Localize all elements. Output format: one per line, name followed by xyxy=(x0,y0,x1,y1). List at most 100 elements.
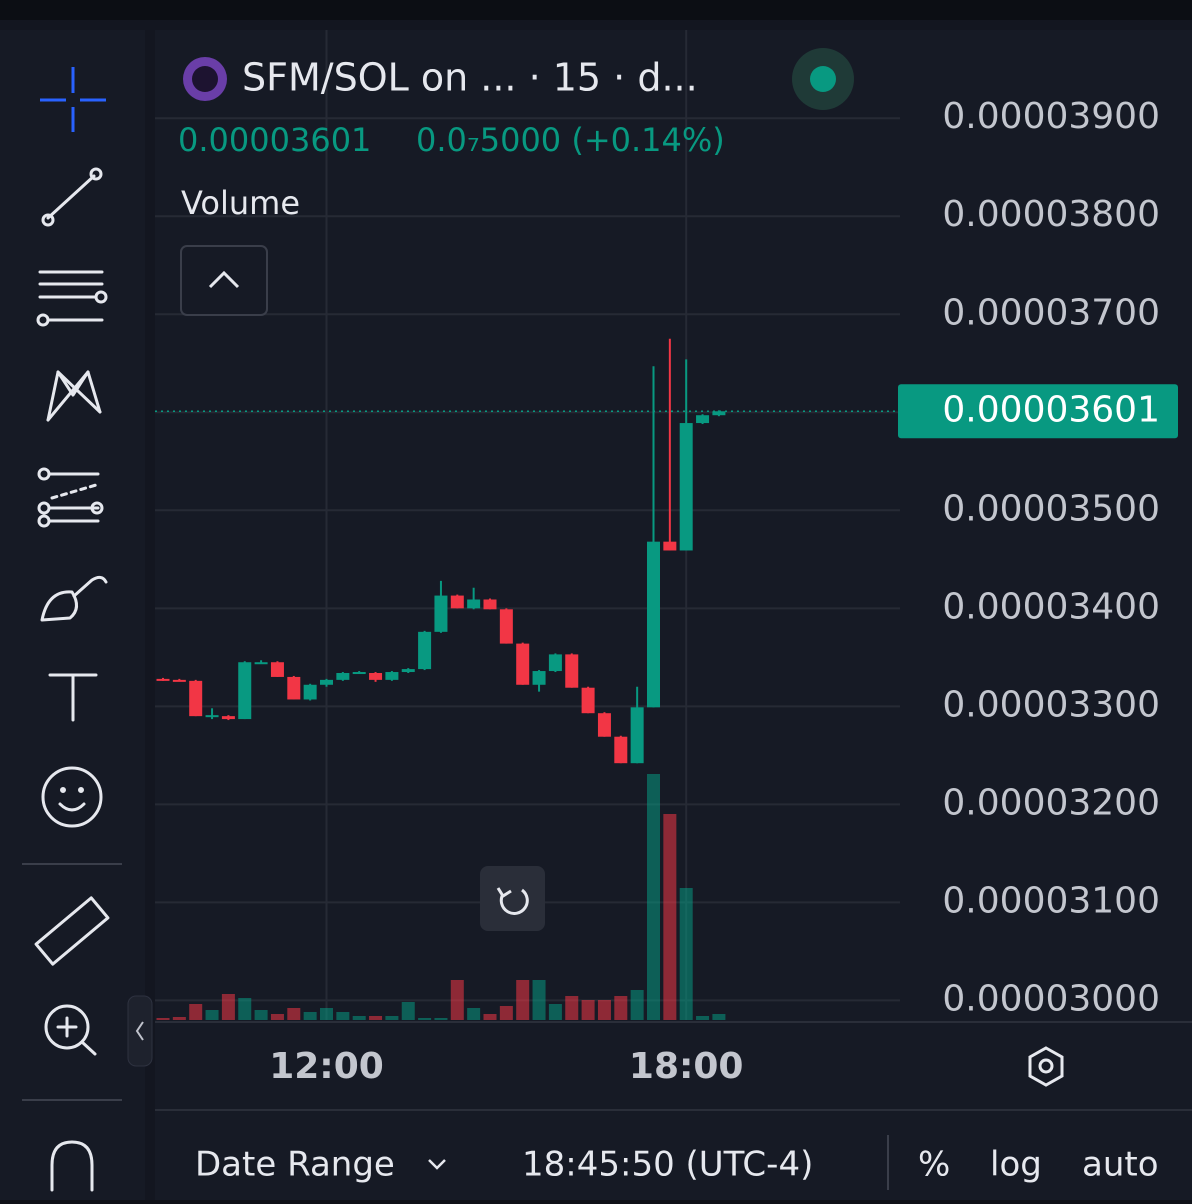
date-range-button[interactable]: Date Range xyxy=(195,1145,395,1185)
candle-body xyxy=(597,713,611,737)
volume-bar xyxy=(647,774,660,1020)
volume-bar xyxy=(450,980,464,1020)
candle-body xyxy=(434,595,448,632)
candle-body xyxy=(303,684,317,700)
dropdown-arrow xyxy=(428,1159,446,1170)
volume-bar xyxy=(696,1016,710,1020)
trendline-tool[interactable] xyxy=(41,167,103,227)
candle-body xyxy=(401,669,415,673)
volume-bar xyxy=(254,1010,268,1020)
volume-bar xyxy=(336,1012,350,1020)
text-tool[interactable] xyxy=(48,673,98,722)
candle-body xyxy=(712,411,726,416)
candle-body xyxy=(647,541,660,708)
candle-body xyxy=(467,599,481,609)
volume-bar xyxy=(270,1014,284,1020)
volume-bar xyxy=(189,1004,203,1020)
pattern-tool[interactable] xyxy=(46,370,102,422)
chart-title: SFM/SOL on ... · 15 · d... xyxy=(242,56,698,100)
settings-icon[interactable] xyxy=(1028,1046,1064,1087)
volume-bar xyxy=(221,994,235,1020)
candle-body xyxy=(663,541,677,551)
last-price-label: 0.00003601 xyxy=(942,389,1160,430)
candle-body xyxy=(189,680,203,717)
y-tick-label: 0.00003800 xyxy=(942,194,1160,235)
candle-body xyxy=(205,715,219,718)
volume-bar xyxy=(483,1014,497,1020)
candle-body xyxy=(450,595,464,609)
ruler-tool[interactable] xyxy=(34,896,110,966)
collapse-indicator[interactable] xyxy=(180,245,268,316)
reset-icon xyxy=(499,888,529,915)
volume-bar xyxy=(156,1018,170,1020)
volume-bar xyxy=(467,1008,481,1020)
candle-body xyxy=(238,662,252,720)
last-price-box xyxy=(898,384,1178,439)
status-dot xyxy=(810,66,836,92)
volume-bar xyxy=(434,1018,448,1020)
collapse-arrow xyxy=(135,1021,144,1041)
x-tick-label: 12:00 xyxy=(269,1046,384,1087)
plot xyxy=(155,30,900,1020)
volume-bar xyxy=(352,1016,366,1020)
toolbar-icons xyxy=(22,67,153,1192)
reset-button[interactable] xyxy=(480,866,545,931)
zoom-tool[interactable] xyxy=(44,1004,97,1056)
volume-bar xyxy=(532,980,546,1020)
y-tick-label: 0.00003500 xyxy=(942,488,1160,529)
candle-body xyxy=(679,423,693,551)
fib-tool[interactable] xyxy=(36,270,108,327)
volume-bar xyxy=(581,1000,595,1020)
projection-tool[interactable] xyxy=(37,467,104,528)
volume-bar xyxy=(614,996,628,1020)
volume-bar xyxy=(205,1010,219,1020)
candle-body xyxy=(156,678,170,681)
candle-body xyxy=(352,672,366,675)
crosshair-tool[interactable] xyxy=(40,67,106,132)
candle-body xyxy=(172,679,186,682)
auto-button[interactable]: auto xyxy=(1082,1145,1159,1185)
emoji-tool[interactable] xyxy=(41,766,103,828)
candle-body xyxy=(483,599,497,610)
candle-body xyxy=(581,687,595,714)
magnet-tool[interactable] xyxy=(50,1140,94,1192)
top-strip xyxy=(0,0,1192,20)
volume-bar xyxy=(663,814,677,1020)
price-change: 0.0₇5000 (+0.14%) xyxy=(416,121,725,159)
settings-icon-center xyxy=(1038,1058,1054,1074)
clock: 18:45:50 (UTC-4) xyxy=(522,1145,813,1185)
volume-bar xyxy=(630,990,644,1020)
volume-bar xyxy=(385,1016,399,1020)
y-tick-label: 0.00003300 xyxy=(942,684,1160,725)
log-button[interactable]: log xyxy=(990,1145,1042,1185)
volume-bar xyxy=(516,980,530,1020)
collapse-button[interactable] xyxy=(127,995,153,1067)
y-tick-label: 0.00003000 xyxy=(942,978,1160,1019)
candle-body xyxy=(499,609,513,644)
volume-bar xyxy=(679,888,693,1020)
percent-button[interactable]: % xyxy=(918,1145,950,1185)
chevron-up xyxy=(208,270,240,289)
y-tick-label: 0.00003100 xyxy=(942,880,1160,921)
candle-body xyxy=(418,631,432,670)
indicator-name: Volume xyxy=(181,184,300,222)
y-tick-label: 0.00003700 xyxy=(942,292,1160,333)
candle-body xyxy=(385,672,399,680)
volume-bar xyxy=(712,1014,726,1020)
volume-bar xyxy=(287,1008,301,1020)
brush-tool[interactable] xyxy=(40,575,108,622)
candle-body xyxy=(270,662,284,677)
volume-bar xyxy=(238,998,252,1020)
reset-arrow xyxy=(496,887,512,899)
volume-bar xyxy=(418,1018,432,1020)
volume-bar xyxy=(548,1004,562,1020)
candle-body xyxy=(548,654,562,672)
y-tick-label: 0.00003200 xyxy=(942,782,1160,823)
y-tick-label: 0.00003900 xyxy=(942,96,1160,137)
candle-body xyxy=(336,673,350,680)
candle-body xyxy=(630,707,644,764)
volume-bar xyxy=(565,996,579,1020)
candle-body xyxy=(221,716,235,720)
volume-bar xyxy=(303,1012,317,1020)
